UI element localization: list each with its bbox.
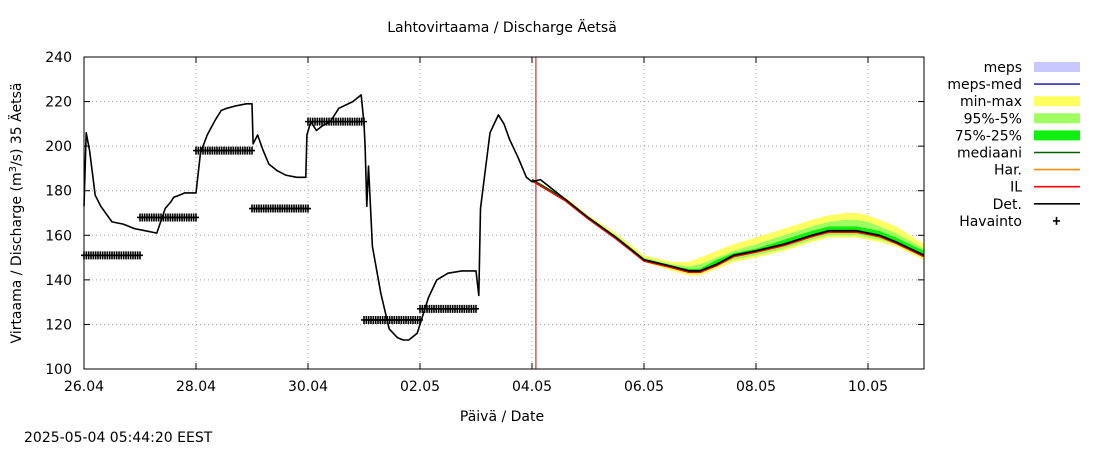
legend-label: IL: [1010, 180, 1022, 196]
x-tick-label: 30.04: [288, 379, 328, 395]
x-tick-label: 26.04: [64, 379, 104, 395]
legend-label: meps-med: [947, 77, 1022, 93]
legend-label: min-max: [960, 94, 1022, 110]
observation-point: [305, 204, 311, 213]
legend-label: mediaani: [957, 146, 1022, 162]
x-tick-label: 06.05: [624, 379, 664, 395]
plot-frame: [83, 56, 925, 370]
legend-label: 95%-5%: [964, 111, 1022, 127]
x-axis-label: Päivä / Date: [460, 409, 544, 425]
line-series: [83, 57, 925, 369]
forecast-bands: [532, 179, 924, 276]
observation-segment: [249, 204, 311, 213]
y-axis-label-prefix: Virtaama / Discharge (m: [9, 172, 25, 343]
x-tick-label: 10.05: [848, 379, 888, 395]
grid-lines: [83, 56, 924, 370]
observation-series: [81, 117, 479, 324]
y-tick-label: 240: [45, 50, 72, 66]
legend-label: meps: [984, 60, 1022, 76]
x-tick-label: 04.05: [512, 379, 552, 395]
y-tick-label: 180: [45, 184, 72, 200]
observation-segment: [81, 251, 143, 260]
observation-segment: [305, 117, 367, 126]
y-tick-label: 100: [45, 362, 72, 378]
legend-label: 75%-25%: [955, 128, 1022, 144]
legend-swatch: [1034, 113, 1080, 124]
legend-label: Har.: [994, 163, 1022, 179]
y-tick-label: 200: [45, 139, 72, 155]
legend-swatch: [1053, 216, 1060, 225]
legend-swatch: [1034, 62, 1080, 72]
legend-swatch: [1034, 96, 1080, 107]
chart-title: Lahtovirtaama / Discharge Äetsä: [387, 18, 617, 36]
legend-label: Det.: [993, 197, 1022, 213]
observation-point: [249, 146, 255, 155]
y-axis-label-sup: 3: [8, 166, 19, 172]
observation-point: [193, 213, 199, 222]
observation-point: [473, 304, 479, 313]
y-axis-label: Virtaama / Discharge (m3/s) 35 Äetsä: [7, 83, 25, 344]
observation-segment: [361, 315, 423, 324]
det-line: [83, 94, 925, 341]
observation-segment: [193, 146, 255, 155]
y-axis-label-suffix: /s) 35 Äetsä: [7, 83, 25, 167]
x-tick-labels: 26.04 28.04 30.04 02.05 04.05 06.05 08.05 10.05: [64, 379, 888, 395]
y-tick-label: 160: [45, 228, 72, 244]
legend-label: Havainto: [959, 214, 1022, 230]
observation-point: [137, 251, 143, 260]
il-line: [531, 180, 925, 274]
y-tick-label: 120: [45, 317, 72, 333]
y-tick-label: 220: [45, 95, 72, 111]
x-tick-label: 02.05: [400, 379, 440, 395]
x-tick-label: 28.04: [176, 379, 216, 395]
x-tick-label: 08.05: [736, 379, 776, 395]
observation-segment: [137, 213, 199, 222]
y-tick-labels: 100 120 140 160 180 200 220 240: [45, 50, 72, 378]
y-tick-label: 140: [45, 273, 72, 289]
timestamp: 2025-05-04 05:44:20 EEST: [24, 430, 213, 446]
legend-swatch: [1034, 130, 1080, 141]
